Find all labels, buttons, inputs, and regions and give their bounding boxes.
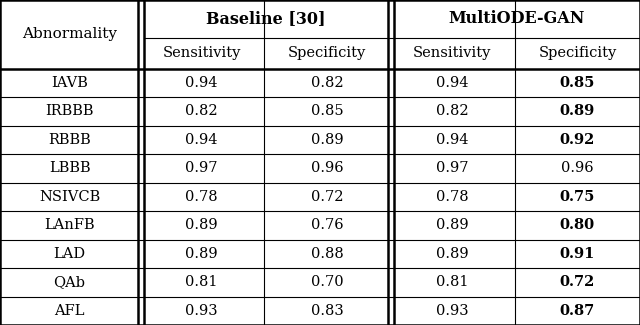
Text: LAnFB: LAnFB — [44, 218, 95, 232]
Text: 0.93: 0.93 — [436, 304, 468, 318]
Text: 0.78: 0.78 — [436, 190, 468, 204]
Text: 0.82: 0.82 — [436, 104, 468, 118]
Text: 0.83: 0.83 — [310, 304, 343, 318]
Text: 0.75: 0.75 — [560, 190, 595, 204]
Text: 0.91: 0.91 — [560, 247, 595, 261]
Text: Specificity: Specificity — [288, 46, 366, 60]
Text: IAVB: IAVB — [51, 76, 88, 90]
Text: 0.89: 0.89 — [436, 218, 468, 232]
Text: Baseline [30]: Baseline [30] — [206, 10, 326, 27]
Text: Specificity: Specificity — [538, 46, 616, 60]
Text: RBBB: RBBB — [48, 133, 91, 147]
Text: 0.88: 0.88 — [310, 247, 343, 261]
Text: 0.97: 0.97 — [436, 162, 468, 176]
Text: 0.85: 0.85 — [310, 104, 343, 118]
Text: 0.89: 0.89 — [560, 104, 595, 118]
Text: AFL: AFL — [54, 304, 85, 318]
Text: 0.87: 0.87 — [560, 304, 595, 318]
Text: 0.96: 0.96 — [310, 162, 343, 176]
Text: 0.94: 0.94 — [436, 133, 468, 147]
Text: Sensitivity: Sensitivity — [163, 46, 241, 60]
Text: NSIVCB: NSIVCB — [39, 190, 100, 204]
Text: LAD: LAD — [54, 247, 86, 261]
Text: 0.80: 0.80 — [560, 218, 595, 232]
Text: 0.70: 0.70 — [310, 275, 343, 289]
Text: 0.94: 0.94 — [186, 76, 218, 90]
Text: Sensitivity: Sensitivity — [413, 46, 492, 60]
Text: 0.81: 0.81 — [186, 275, 218, 289]
Text: 0.92: 0.92 — [560, 133, 595, 147]
Text: 0.85: 0.85 — [560, 76, 595, 90]
Text: 0.72: 0.72 — [310, 190, 343, 204]
Text: Abnormality: Abnormality — [22, 27, 117, 41]
Text: IRBBB: IRBBB — [45, 104, 94, 118]
Text: 0.72: 0.72 — [560, 275, 595, 289]
Text: LBBB: LBBB — [49, 162, 90, 176]
Text: 0.76: 0.76 — [310, 218, 343, 232]
Text: 0.89: 0.89 — [436, 247, 468, 261]
Text: 0.89: 0.89 — [310, 133, 343, 147]
Text: 0.94: 0.94 — [436, 76, 468, 90]
Text: 0.82: 0.82 — [186, 104, 218, 118]
Text: 0.78: 0.78 — [186, 190, 218, 204]
Text: 0.89: 0.89 — [186, 218, 218, 232]
Text: 0.94: 0.94 — [186, 133, 218, 147]
Text: QAb: QAb — [54, 275, 86, 289]
Text: MultiODE-GAN: MultiODE-GAN — [449, 10, 585, 27]
Text: 0.93: 0.93 — [186, 304, 218, 318]
Text: 0.81: 0.81 — [436, 275, 468, 289]
Text: 0.89: 0.89 — [186, 247, 218, 261]
Text: 0.96: 0.96 — [561, 162, 594, 176]
Text: 0.82: 0.82 — [310, 76, 343, 90]
Text: 0.97: 0.97 — [186, 162, 218, 176]
